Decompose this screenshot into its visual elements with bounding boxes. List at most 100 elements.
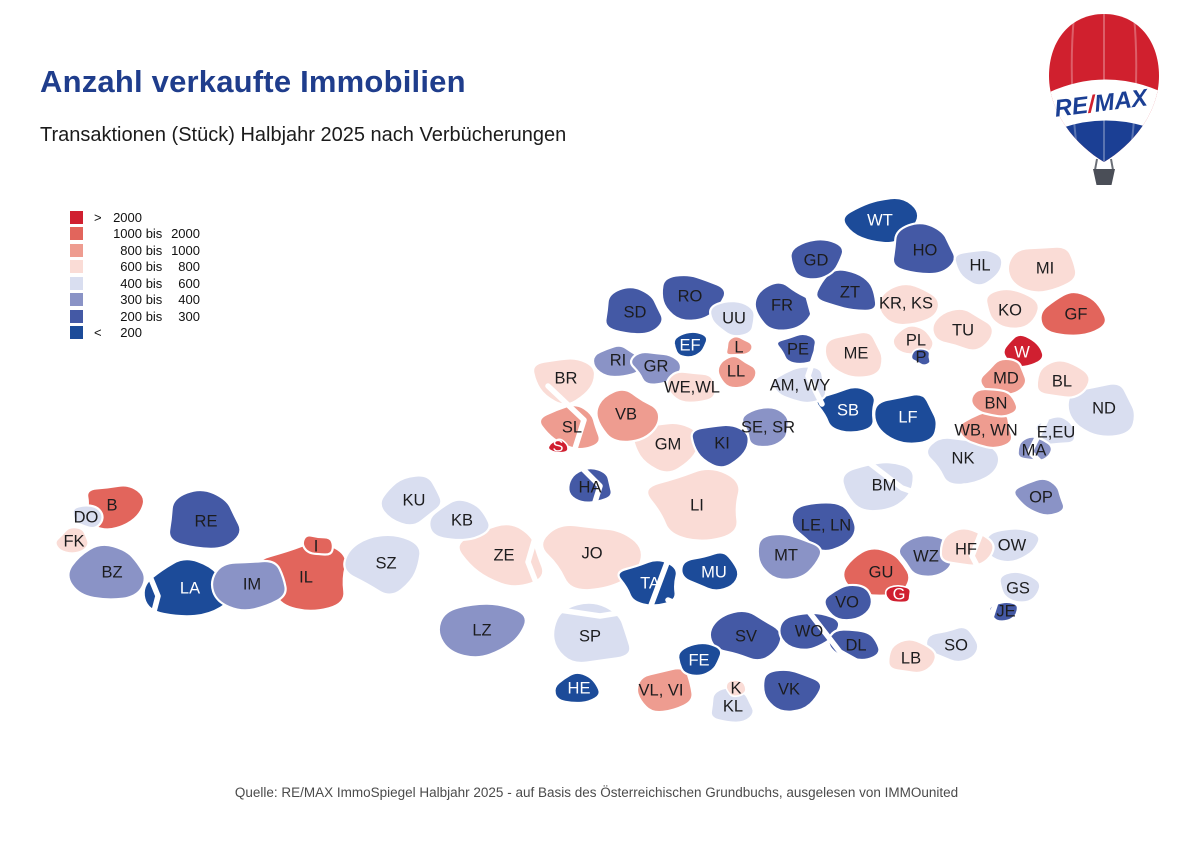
district-label-KB: KB bbox=[451, 512, 473, 530]
legend-row: 400 bis 600 bbox=[70, 275, 200, 292]
district-label-DO: DO bbox=[74, 509, 99, 527]
district-label-ND: ND bbox=[1092, 400, 1116, 418]
district-label-MU: MU bbox=[701, 564, 727, 582]
district-label-BM: BM bbox=[872, 477, 897, 495]
district-label-SO: SO bbox=[944, 637, 968, 655]
district-label-PE: PE bbox=[787, 341, 809, 359]
state-border bbox=[1025, 375, 1053, 475]
legend-swatch bbox=[70, 293, 83, 307]
district-label-SP: SP bbox=[579, 628, 601, 646]
district-VK bbox=[762, 668, 823, 713]
district-label-K: K bbox=[730, 680, 741, 698]
district-label-LB: LB bbox=[901, 650, 921, 668]
district-label-HO: HO bbox=[913, 242, 938, 260]
legend-label: 1000 bbox=[113, 226, 142, 242]
district-label-MT: MT bbox=[774, 547, 798, 565]
district-label-IM: IM bbox=[243, 576, 261, 594]
district-KL bbox=[709, 686, 755, 724]
district-label-B: B bbox=[106, 497, 117, 515]
district-LL bbox=[716, 354, 758, 390]
district-label-SD: SD bbox=[624, 304, 647, 322]
legend-label: bis bbox=[145, 308, 163, 324]
district-ME bbox=[823, 330, 884, 379]
district-MU bbox=[680, 551, 740, 592]
district-NK bbox=[925, 436, 1001, 486]
district-OP bbox=[1013, 477, 1066, 517]
legend-row: 800 bis 1000 bbox=[70, 242, 200, 259]
legend-label: 2000 bbox=[171, 226, 200, 242]
district-label-FE: FE bbox=[688, 652, 709, 670]
district-PE bbox=[775, 332, 817, 366]
legend-label: 2000 bbox=[113, 209, 142, 225]
district-label-LL: LL bbox=[727, 363, 745, 381]
district-IM bbox=[210, 559, 287, 612]
legend-label: 600 bbox=[178, 275, 200, 291]
district-label-I: I bbox=[314, 538, 319, 556]
district-label-HF: HF bbox=[955, 541, 977, 559]
district-RO bbox=[660, 273, 727, 322]
district-label-GS: GS bbox=[1006, 580, 1030, 598]
district-label-S: S bbox=[552, 438, 563, 456]
district-label-LA: LA bbox=[180, 580, 200, 598]
district-label-ZT: ZT bbox=[840, 284, 860, 302]
district-SO bbox=[924, 625, 980, 663]
legend-label: 300 bbox=[120, 292, 142, 308]
page-title: Anzahl verkaufte Immobilien bbox=[40, 64, 466, 99]
legend-label: < bbox=[94, 325, 102, 341]
legend-label: bis bbox=[145, 292, 163, 308]
district-label-LZ: LZ bbox=[472, 622, 491, 640]
district-KU bbox=[379, 474, 443, 527]
district-label-GD: GD bbox=[804, 252, 829, 270]
legend-label: 200 bbox=[120, 325, 142, 341]
legend-label: bis bbox=[145, 275, 163, 291]
district-label-GU: GU bbox=[869, 564, 894, 582]
district-label-ZE: ZE bbox=[493, 547, 514, 565]
district-label-KO: KO bbox=[998, 302, 1022, 320]
legend-row: <200 bbox=[70, 325, 200, 342]
district-label-RE: RE bbox=[195, 513, 218, 531]
district-label-NK: NK bbox=[952, 450, 975, 468]
district-label-PL: PL bbox=[906, 332, 926, 350]
legend-row: 600 bis 800 bbox=[70, 259, 200, 276]
legend-swatch bbox=[70, 243, 83, 257]
district-G bbox=[884, 584, 912, 604]
district-label-G: G bbox=[893, 586, 906, 604]
district-L bbox=[725, 335, 753, 356]
district-label-L: L bbox=[734, 339, 743, 357]
district-GF bbox=[1039, 290, 1107, 337]
legend-row: 1000 bis 2000 bbox=[70, 226, 200, 243]
state-border bbox=[135, 463, 161, 645]
district-label-DL: DL bbox=[845, 637, 866, 655]
district-LF bbox=[873, 393, 938, 445]
district-label-SV: SV bbox=[735, 628, 757, 646]
district-MA bbox=[1016, 435, 1053, 462]
district-label-MD: MD bbox=[993, 370, 1019, 388]
district-label-SZ: SZ bbox=[375, 555, 396, 573]
district-TU bbox=[931, 307, 994, 352]
district-GR bbox=[629, 350, 683, 386]
district-MT bbox=[756, 532, 823, 581]
state-border bbox=[543, 539, 693, 619]
district-WE-WL bbox=[665, 370, 717, 404]
district-FK bbox=[54, 526, 90, 555]
district-S bbox=[547, 438, 569, 454]
district-label-JE: JE bbox=[996, 603, 1015, 621]
district-label-LE-LN: LE, LN bbox=[801, 517, 851, 535]
state-border bbox=[969, 507, 999, 655]
legend-row: 200 bis 300 bbox=[70, 308, 200, 325]
remax-balloon-logo: RE/MAX bbox=[1049, 14, 1159, 185]
state-border bbox=[665, 595, 879, 675]
district-LB bbox=[887, 638, 937, 675]
district-VO bbox=[823, 583, 873, 622]
district-label-EF: EF bbox=[679, 337, 700, 355]
district-BM bbox=[841, 461, 915, 513]
district-label-WZ: WZ bbox=[913, 548, 939, 566]
district-JO bbox=[541, 523, 644, 592]
legend-label: 800 bbox=[120, 242, 142, 258]
district-label-VK: VK bbox=[778, 681, 800, 699]
district-label-AM-WY: AM, WY bbox=[770, 377, 831, 395]
legend-label: 300 bbox=[178, 308, 200, 324]
district-I bbox=[301, 534, 334, 556]
